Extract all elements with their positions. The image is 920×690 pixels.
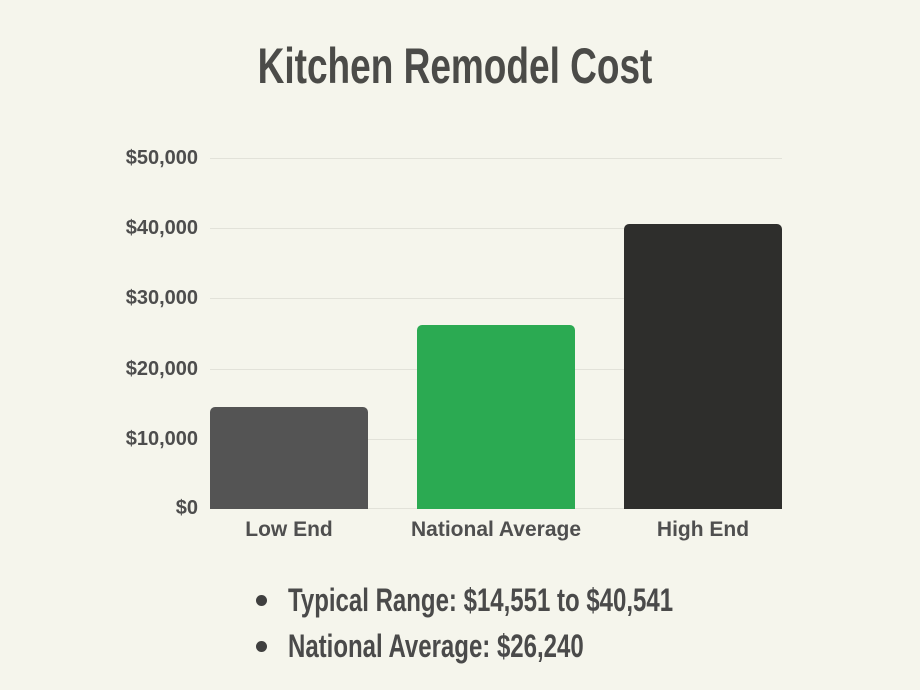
y-axis: $0 $10,000 $20,000 $30,000 $40,000 $50,000 — [0, 147, 198, 519]
y-tick-label: $10,000 — [125, 428, 198, 450]
bar-national-average — [417, 325, 575, 509]
chart-title: Kitchen Remodel Cost — [188, 40, 721, 92]
y-tick-label: $0 — [175, 497, 198, 519]
chart-title-text: Kitchen Remodel Cost — [257, 38, 653, 94]
x-tick-label: Low End — [245, 518, 333, 541]
notes-list: Typical Range: $14,551 to $40,541 Nationa… — [256, 577, 801, 669]
x-tick-label: High End — [656, 518, 750, 541]
x-tick-label: National Average — [411, 518, 581, 541]
bullet-icon — [256, 640, 267, 652]
y-tick-label: $50,000 — [125, 147, 198, 169]
y-tick-label: $30,000 — [125, 287, 198, 309]
plot-area — [210, 158, 782, 509]
gridline — [210, 158, 782, 159]
bullet-icon — [256, 594, 267, 606]
note-item: National Average: $26,240 — [256, 623, 801, 669]
note-text: Typical Range: $14,551 to $40,541 — [288, 581, 674, 618]
note-text: National Average: $26,240 — [288, 627, 584, 664]
y-tick-label: $40,000 — [125, 217, 198, 239]
y-tick-label: $20,000 — [125, 358, 198, 380]
bar-high-end — [624, 224, 782, 509]
gridline — [210, 228, 782, 229]
gridline — [210, 298, 782, 299]
note-item: Typical Range: $14,551 to $40,541 — [256, 577, 801, 623]
bar-low-end — [210, 407, 368, 509]
x-axis: Low End National Average High End — [210, 517, 782, 545]
